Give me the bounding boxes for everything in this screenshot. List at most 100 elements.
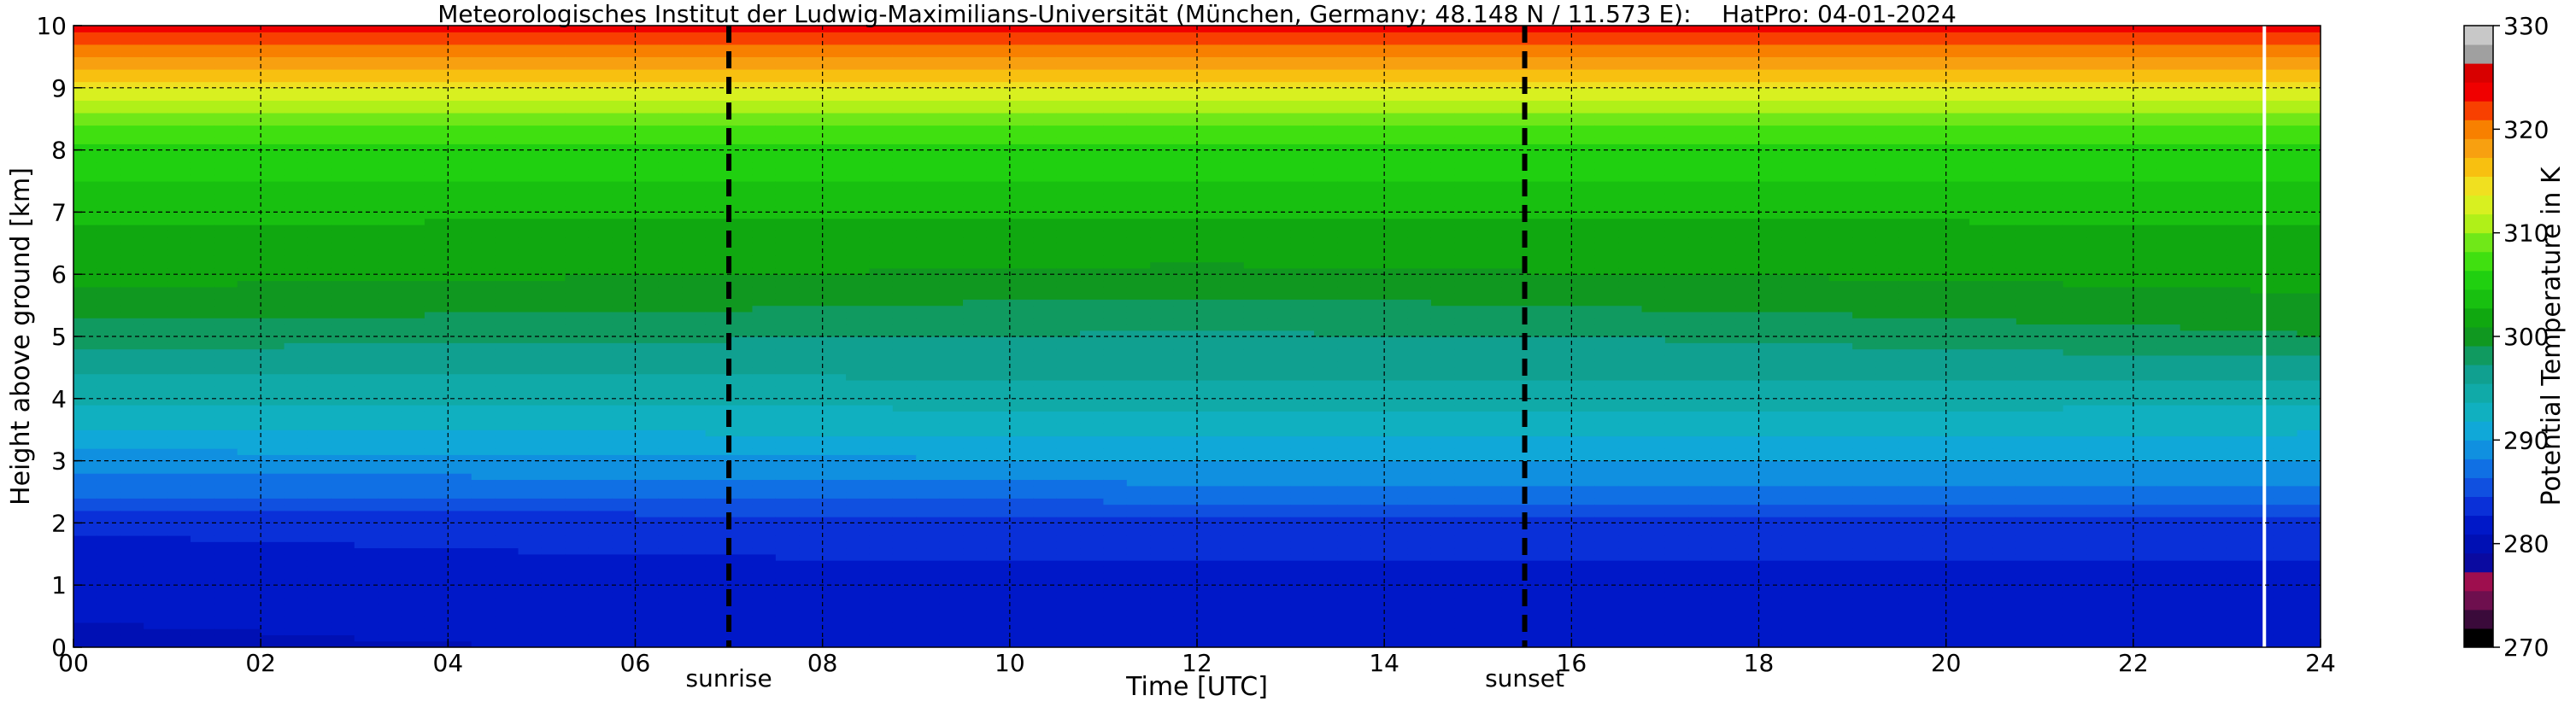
heatmap-cell xyxy=(612,634,637,642)
heatmap-cell xyxy=(237,628,261,636)
heatmap-cell xyxy=(1103,361,1128,368)
heatmap-cell xyxy=(73,106,97,114)
heatmap-cell xyxy=(495,318,519,325)
heatmap-cell xyxy=(354,168,378,176)
heatmap-cell xyxy=(588,81,613,89)
heatmap-cell xyxy=(448,242,472,250)
heatmap-cell xyxy=(799,106,824,114)
heatmap-cell xyxy=(892,224,917,231)
heatmap-cell xyxy=(658,485,683,493)
heatmap-cell xyxy=(1173,81,1198,89)
heatmap-cell xyxy=(424,634,449,642)
heatmap-cell xyxy=(1103,261,1128,269)
heatmap-cell xyxy=(144,56,168,64)
heatmap-cell xyxy=(682,75,707,83)
heatmap-cell xyxy=(1056,541,1081,549)
heatmap-cell xyxy=(448,473,472,481)
heatmap-cell xyxy=(354,212,378,219)
heatmap-cell xyxy=(612,199,637,207)
heatmap-cell xyxy=(799,299,824,307)
heatmap-cell xyxy=(565,373,590,381)
heatmap-cell xyxy=(1173,44,1198,51)
heatmap-cell xyxy=(986,187,1011,195)
heatmap-cell xyxy=(986,44,1011,51)
heatmap-cell xyxy=(237,81,261,89)
heatmap-cell xyxy=(401,242,425,250)
heatmap-cell xyxy=(775,354,800,362)
heatmap-cell xyxy=(541,56,566,64)
heatmap-cell xyxy=(682,181,707,188)
heatmap-cell xyxy=(378,280,402,288)
heatmap-cell xyxy=(471,62,496,70)
heatmap-cell xyxy=(541,591,566,599)
heatmap-cell xyxy=(518,448,543,455)
heatmap-cell xyxy=(214,498,238,505)
heatmap-cell xyxy=(682,411,707,418)
heatmap-cell xyxy=(73,168,97,176)
heatmap-cell xyxy=(97,26,121,32)
heatmap-cell xyxy=(682,44,707,51)
heatmap-cell xyxy=(846,441,871,449)
heatmap-cell xyxy=(120,112,144,120)
heatmap-cell xyxy=(1009,112,1034,120)
heatmap-cell xyxy=(73,94,97,101)
heatmap-cell xyxy=(495,448,519,455)
heatmap-cell xyxy=(775,560,800,567)
heatmap-cell xyxy=(846,212,871,219)
heatmap-cell xyxy=(1220,324,1245,331)
heatmap-cell xyxy=(541,634,566,642)
heatmap-cell xyxy=(214,131,238,138)
heatmap-cell xyxy=(658,330,683,337)
heatmap-cell xyxy=(939,479,964,487)
heatmap-cell xyxy=(261,541,285,549)
heatmap-cell xyxy=(682,311,707,318)
heatmap-cell xyxy=(963,510,988,517)
heatmap-cell xyxy=(190,267,214,275)
heatmap-cell xyxy=(822,94,847,101)
heatmap-cell xyxy=(331,435,355,443)
heatmap-cell xyxy=(635,572,660,580)
heatmap-cell xyxy=(1126,417,1151,424)
heatmap-cell xyxy=(1009,286,1034,294)
heatmap-cell xyxy=(284,149,308,157)
heatmap-cell xyxy=(541,324,566,331)
heatmap-cell xyxy=(588,94,613,101)
heatmap-cell xyxy=(775,523,800,530)
heatmap-cell xyxy=(284,231,308,238)
heatmap-cell xyxy=(401,591,425,599)
heatmap-cell xyxy=(448,585,472,593)
heatmap-cell xyxy=(963,324,988,331)
heatmap-cell xyxy=(518,32,543,39)
heatmap-cell xyxy=(144,386,168,394)
heatmap-cell xyxy=(588,578,613,586)
heatmap-cell xyxy=(752,187,777,195)
heatmap-cell xyxy=(1173,137,1198,144)
heatmap-cell xyxy=(846,373,871,381)
heatmap-cell xyxy=(1056,585,1081,593)
heatmap-cell xyxy=(799,249,824,256)
heatmap-cell xyxy=(822,547,847,555)
heatmap-cell xyxy=(518,162,543,170)
heatmap-cell xyxy=(354,392,378,400)
heatmap-cell xyxy=(1197,318,1221,325)
heatmap-cell xyxy=(214,435,238,443)
heatmap-cell xyxy=(1080,610,1105,617)
heatmap-cell xyxy=(307,529,332,536)
heatmap-cell xyxy=(448,212,472,219)
heatmap-cell xyxy=(565,616,590,623)
heatmap-cell xyxy=(120,485,144,493)
heatmap-cell xyxy=(752,162,777,170)
heatmap-cell xyxy=(1173,504,1198,511)
heatmap-cell xyxy=(775,87,800,95)
heatmap-cell xyxy=(846,149,871,157)
heatmap-cell xyxy=(869,305,894,313)
heatmap-cell xyxy=(916,305,941,313)
heatmap-cell xyxy=(986,324,1011,331)
heatmap-cell xyxy=(892,261,917,269)
heatmap-cell xyxy=(120,504,144,511)
heatmap-cell xyxy=(448,193,472,201)
heatmap-cell xyxy=(73,541,97,549)
heatmap-cell xyxy=(190,206,214,213)
heatmap-cell xyxy=(1126,640,1151,647)
heatmap-cell xyxy=(471,411,496,418)
